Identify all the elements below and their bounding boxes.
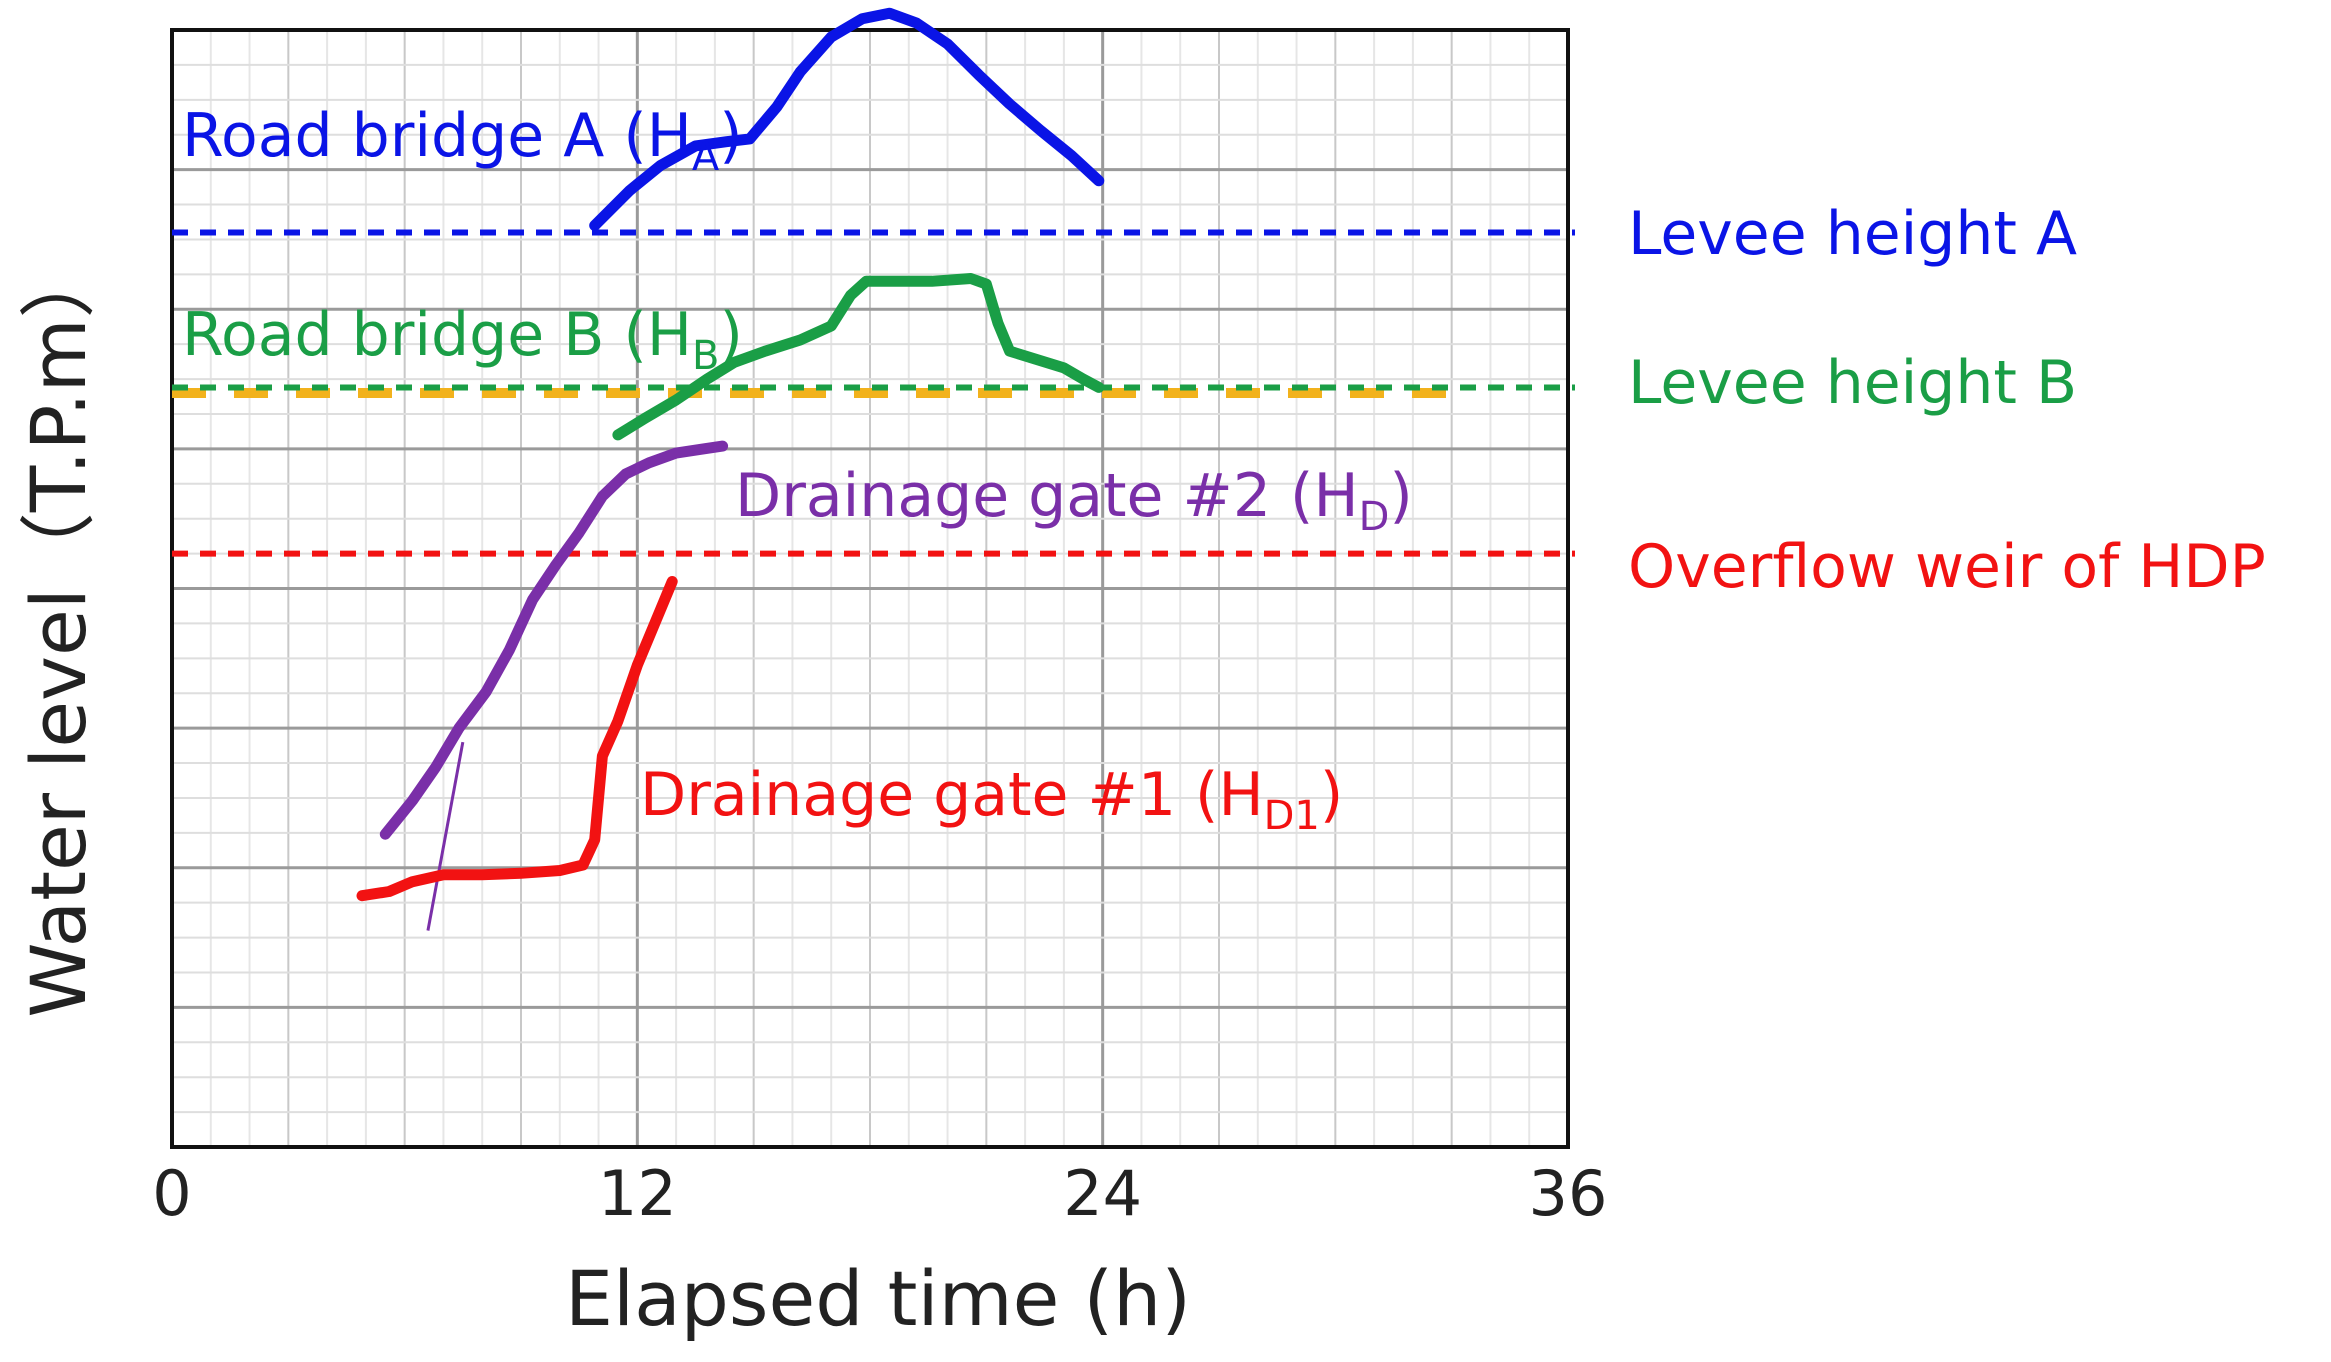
reference-lines <box>172 229 1575 557</box>
x-axis-title: Elapsed time (h) <box>565 1254 1191 1343</box>
x-tick-label: 12 <box>598 1157 677 1230</box>
x-tick-labels: 0 12 24 36 <box>152 1157 1607 1230</box>
label-road-bridge-b: Road bridge B (HB) <box>182 300 743 379</box>
label-drainage-gate-2: Drainage gate #2 (HD) <box>735 461 1413 540</box>
label-road-bridge-a: Road bridge A (HA) <box>182 101 743 180</box>
y-axis-title: Water level（T.P.m） <box>14 242 103 1017</box>
plot-grid <box>172 30 1568 1147</box>
series-line-3 <box>379 440 729 840</box>
x-tick-label: 24 <box>1063 1157 1142 1230</box>
series-line-1 <box>589 7 1105 231</box>
plot-frame <box>170 28 1570 1149</box>
label-levee-height-a: Levee height A <box>1628 199 2077 269</box>
series-line-4 <box>356 576 678 902</box>
label-drainage-gate-1: Drainage gate #1 (HD1) <box>640 760 1343 839</box>
tangent-line <box>426 741 465 931</box>
label-overflow-weir: Overflow weir of HDP <box>1628 532 2266 602</box>
x-tick-label: 36 <box>1529 1157 1608 1230</box>
data-series <box>356 7 1105 931</box>
x-tick-label: 0 <box>152 1157 191 1230</box>
series-line-2 <box>612 273 1105 441</box>
label-levee-height-b: Levee height B <box>1628 348 2077 418</box>
